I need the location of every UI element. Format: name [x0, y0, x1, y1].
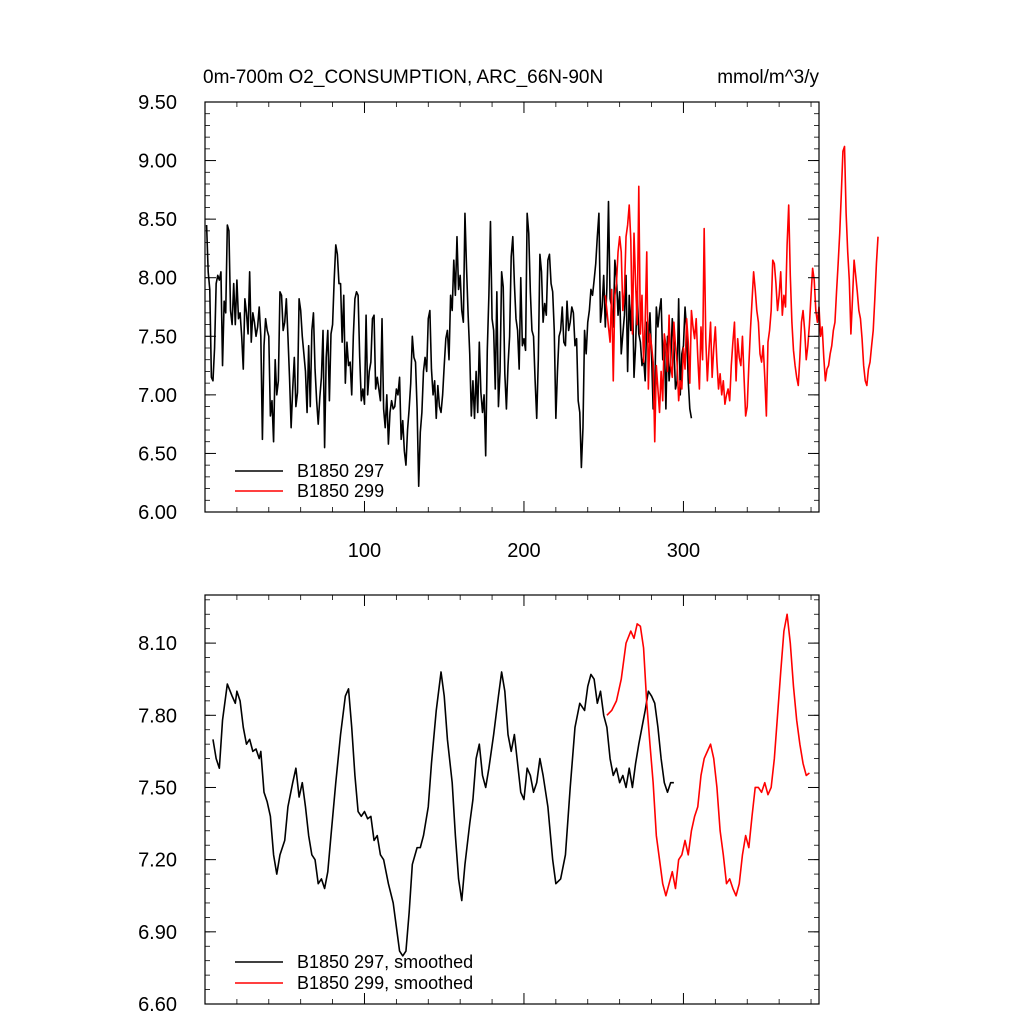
- top-legend-label-2: B1850 299: [297, 481, 384, 501]
- top-x-tick-label: 100: [348, 540, 381, 562]
- top-y-tick-label: 7.50: [138, 326, 177, 348]
- top-legend: B1850 297 B1850 299: [235, 461, 384, 501]
- bottom-legend: B1850 297, smoothed B1850 299, smoothed: [235, 952, 473, 993]
- top-axis-ticks: 6.00 6.50 7.00 7.50 8.00 8.50 9.00 9.50 100 200 30…: [138, 92, 819, 562]
- bottom-panel: 6.60 6.90 7.20 7.50 7.80 8.10 B1850 297, smoo…: [138, 594, 820, 1016]
- top-panel: 0m-700m O2_CONSUMPTION, ARC_66N-90N mmol…: [138, 67, 879, 562]
- top-y-tick-label: 9.50: [138, 92, 177, 114]
- top-chart-title: 0m-700m O2_CONSUMPTION, ARC_66N-90N: [203, 67, 603, 88]
- bottom-y-tick-label: 6.90: [138, 922, 177, 944]
- top-y-tick-label: 6.50: [138, 443, 177, 465]
- bottom-legend-label-1: B1850 297, smoothed: [297, 952, 473, 972]
- top-y-tick-label: 6.00: [138, 502, 177, 524]
- top-series-line-2: [604, 145, 879, 443]
- top-series-layer: [205, 145, 879, 488]
- bottom-axis-ticks: 6.60 6.90 7.20 7.50 7.80 8.10: [138, 595, 819, 1016]
- top-legend-label-1: B1850 297: [297, 461, 384, 481]
- top-plot-frame: [204, 101, 820, 513]
- bottom-legend-label-2: B1850 299, smoothed: [297, 973, 473, 993]
- top-y-tick-label: 9.00: [138, 151, 177, 173]
- bottom-y-tick-label: 6.60: [138, 994, 177, 1016]
- bottom-y-tick-label: 8.10: [138, 633, 177, 655]
- top-y-tick-label: 8.00: [138, 268, 177, 290]
- top-x-tick-label: 300: [667, 540, 700, 562]
- top-x-tick-label: 200: [507, 540, 540, 562]
- top-y-tick-label: 8.50: [138, 209, 177, 231]
- bottom-y-tick-label: 7.20: [138, 850, 177, 872]
- bottom-plot-frame: [204, 594, 820, 1005]
- top-y-tick-label: 7.00: [138, 385, 177, 407]
- bottom-series-line-2: [606, 613, 810, 897]
- bottom-series-layer: [212, 613, 810, 957]
- bottom-series-line-1: [212, 671, 674, 957]
- top-chart-units: mmol/m^3/y: [717, 67, 819, 88]
- bottom-y-tick-label: 7.50: [138, 777, 177, 799]
- bottom-y-tick-label: 7.80: [138, 705, 177, 727]
